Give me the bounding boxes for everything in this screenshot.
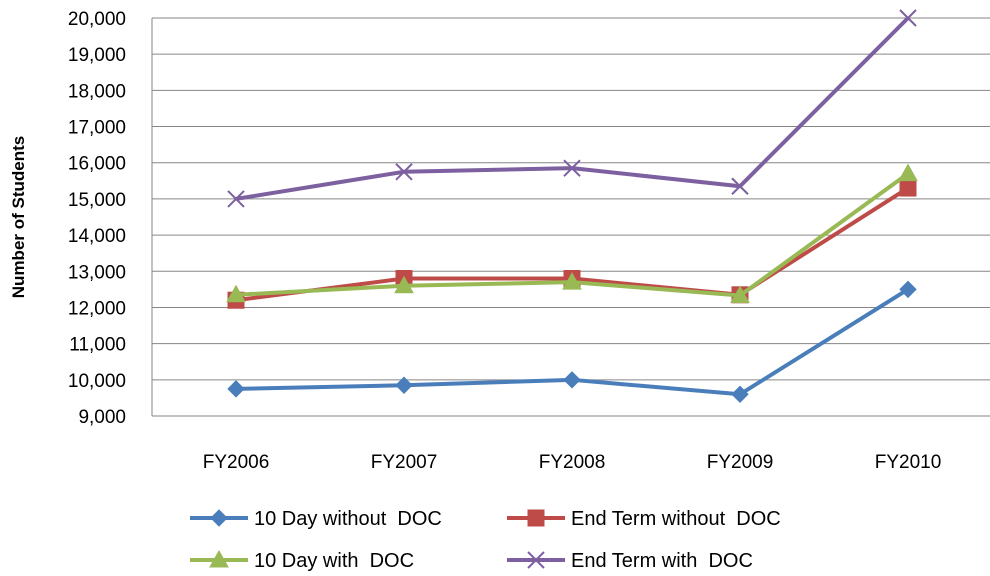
y-tick-label: 20,000 <box>68 9 126 30</box>
data-point <box>395 376 413 394</box>
series-4 <box>227 9 917 208</box>
legend-label: End Term without DOC <box>571 508 781 530</box>
legend: 10 Day without DOC End Term without DOC 10… <box>190 508 781 572</box>
data-point <box>562 272 582 290</box>
data-point <box>395 163 413 181</box>
data-point <box>899 9 917 27</box>
legend-item: 10 Day with DOC <box>190 549 414 572</box>
y-tick-label: 16,000 <box>68 154 126 175</box>
legend-marker <box>209 549 229 568</box>
x-tick-label: FY2010 <box>875 452 942 473</box>
legend-label: 10 Day with DOC <box>254 550 414 572</box>
y-tick-label: 9,000 <box>78 407 126 428</box>
legend-item: End Term with DOC <box>507 550 753 572</box>
data-point <box>563 159 581 177</box>
y-tick-label: 11,000 <box>69 335 126 356</box>
data-point <box>899 280 917 299</box>
y-tick-label: 10,000 <box>68 371 126 392</box>
y-tick-label: 15,000 <box>68 190 126 211</box>
legend-marker <box>527 551 545 569</box>
legend-item: 10 Day without DOC <box>190 508 442 530</box>
legend-label: End Term with DOC <box>571 550 753 572</box>
data-point <box>731 385 749 403</box>
x-tick-label: FY2008 <box>539 452 606 473</box>
data-point <box>563 371 581 389</box>
series-1 <box>227 280 917 403</box>
y-axis-title: Number of Students <box>9 136 28 298</box>
x-tick-label: FY2009 <box>707 452 774 473</box>
legend-marker <box>527 509 545 527</box>
y-tick-label: 18,000 <box>68 81 126 102</box>
legend-label: 10 Day without DOC <box>254 508 442 530</box>
data-point <box>227 380 245 398</box>
series-line <box>235 16 910 201</box>
x-tick-label: FY2006 <box>203 452 270 473</box>
data-point <box>730 285 750 304</box>
series-group <box>226 9 918 403</box>
y-tick-label: 14,000 <box>68 226 126 247</box>
legend-item: End Term without DOC <box>507 508 781 530</box>
data-point <box>899 179 917 197</box>
y-tick-label: 12,000 <box>68 298 126 319</box>
series-3 <box>226 163 918 304</box>
y-tick-label: 19,000 <box>68 45 126 66</box>
x-tick-label: FY2007 <box>371 452 438 473</box>
y-tick-label: 13,000 <box>68 262 126 283</box>
data-point <box>898 163 918 182</box>
data-point <box>731 177 749 195</box>
data-point <box>226 284 246 303</box>
data-point <box>394 275 414 294</box>
legend-marker <box>210 509 228 527</box>
y-axis-tick-labels: 9,000 10,000 11,000 12,000 13,000 14,000 15,00… <box>68 9 126 428</box>
y-tick-label: 17,000 <box>68 118 126 139</box>
x-axis-tick-labels: FY2006 FY2007 FY2008 FY2009 FY2010 <box>203 452 942 473</box>
data-point <box>227 190 245 208</box>
